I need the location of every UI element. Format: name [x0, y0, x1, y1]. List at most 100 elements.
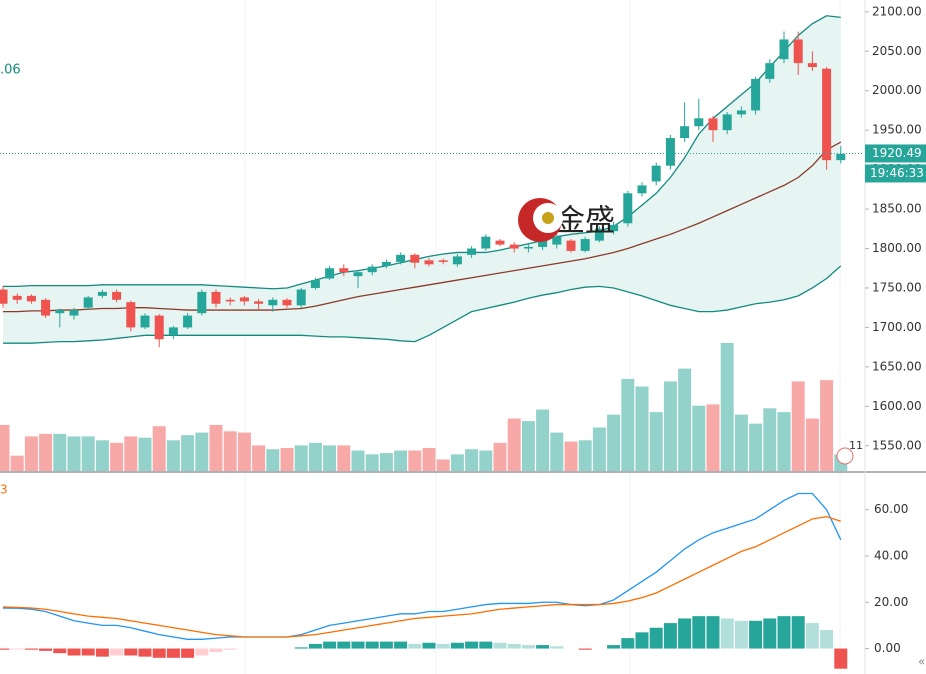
candle-body — [239, 297, 249, 302]
histogram-bar — [223, 648, 237, 650]
macd-legend: 3 — [0, 483, 8, 497]
candle-body — [495, 240, 505, 245]
y-tick-label: 1600.00 — [872, 399, 922, 413]
volume-bar — [720, 343, 734, 471]
candle-body — [396, 254, 406, 262]
histogram-bar — [621, 638, 635, 649]
histogram-bar — [53, 648, 67, 654]
histogram-bar — [0, 648, 10, 650]
candle-body — [424, 260, 434, 265]
volume-bar — [152, 426, 166, 471]
histogram-bar — [734, 620, 748, 649]
volume-bar — [67, 436, 81, 471]
candle-body — [339, 268, 349, 273]
volume-bar — [209, 424, 223, 471]
candle-body — [225, 299, 235, 302]
y-tick-label: 2000.00 — [872, 83, 922, 97]
candle-body — [83, 297, 93, 308]
scroll-icon[interactable]: « — [918, 655, 925, 669]
histogram-bar — [166, 648, 180, 658]
histogram-bar — [450, 642, 464, 649]
histogram-bar — [678, 618, 692, 649]
histogram-bar — [536, 645, 550, 649]
volume-bar — [635, 386, 649, 471]
last-price-box — [865, 144, 926, 163]
candle-body — [665, 138, 675, 166]
candle-body — [836, 153, 846, 161]
histogram-bar — [152, 648, 166, 658]
histogram-bar — [777, 616, 791, 649]
watermark-logo — [518, 198, 563, 242]
volume-bar — [493, 442, 507, 471]
candle-body — [538, 240, 548, 247]
volume-bar — [365, 454, 379, 471]
volume-bar — [479, 450, 493, 471]
y-tick-label: 40.00 — [874, 548, 908, 562]
histogram-bar — [749, 620, 763, 649]
candle-body — [580, 239, 590, 251]
histogram-bar — [124, 648, 138, 656]
candle-body — [594, 228, 604, 241]
candle-body — [55, 310, 65, 314]
candle-body — [296, 289, 306, 306]
candle-body — [722, 114, 732, 131]
price-axis: 1550.00 1600.00 1650.00 1700.00 1750.00 1800.… — [865, 4, 926, 655]
volume-bar — [351, 450, 365, 471]
logo-dot — [542, 212, 554, 224]
histogram-bar — [308, 643, 322, 649]
band-upper — [3, 15, 841, 290]
candle-body — [211, 291, 221, 304]
histogram-bar — [379, 641, 393, 649]
histogram-bar — [805, 623, 819, 649]
volume-bar — [734, 414, 748, 471]
volume-bar — [138, 437, 152, 471]
histogram-bar — [607, 645, 621, 649]
volume-bar — [39, 433, 53, 471]
plot-area — [0, 15, 864, 669]
indicator-value: .06 — [0, 63, 21, 78]
volume-bar — [663, 381, 677, 471]
volume-bar — [379, 453, 393, 471]
candle-body — [325, 268, 335, 279]
volume-bar — [181, 435, 195, 471]
candle-body — [481, 236, 491, 249]
candle-body — [69, 310, 79, 316]
event-icon[interactable] — [836, 447, 854, 465]
candle-body — [353, 272, 363, 277]
volume-bar — [763, 408, 777, 471]
candle-body — [765, 63, 775, 79]
candle-body — [779, 39, 789, 60]
volume-bar — [0, 424, 10, 471]
histogram-bar — [39, 648, 53, 651]
histogram-bar — [578, 648, 592, 650]
volume-bar — [692, 405, 706, 471]
volume-bar — [706, 404, 720, 471]
volume-bar — [678, 368, 692, 471]
candle-body — [367, 266, 377, 273]
candle-body — [26, 295, 36, 302]
candle-body — [467, 248, 477, 255]
histogram-bar — [550, 646, 564, 649]
candle-body — [523, 246, 533, 249]
histogram-bar — [323, 641, 337, 649]
last-price-label: 1920.49 — [872, 146, 922, 160]
candle-body — [112, 291, 122, 300]
volume-bar — [607, 414, 621, 471]
volume-bar — [749, 423, 763, 471]
candle-body — [154, 315, 164, 340]
histogram-bar — [351, 641, 365, 649]
histogram-bar — [820, 630, 834, 649]
histogram-bar — [81, 648, 95, 656]
candle-body — [637, 185, 647, 194]
volume-bar — [578, 440, 592, 471]
candle-body — [310, 280, 320, 288]
histogram-bar — [138, 648, 152, 657]
histogram-bar — [294, 647, 308, 649]
volume-bar — [24, 436, 38, 471]
candle-body — [183, 315, 193, 328]
candle-body — [552, 236, 562, 245]
y-tick-label: 1950.00 — [872, 123, 922, 137]
y-tick-label: 20.00 — [874, 595, 908, 609]
countdown-box — [865, 164, 926, 183]
